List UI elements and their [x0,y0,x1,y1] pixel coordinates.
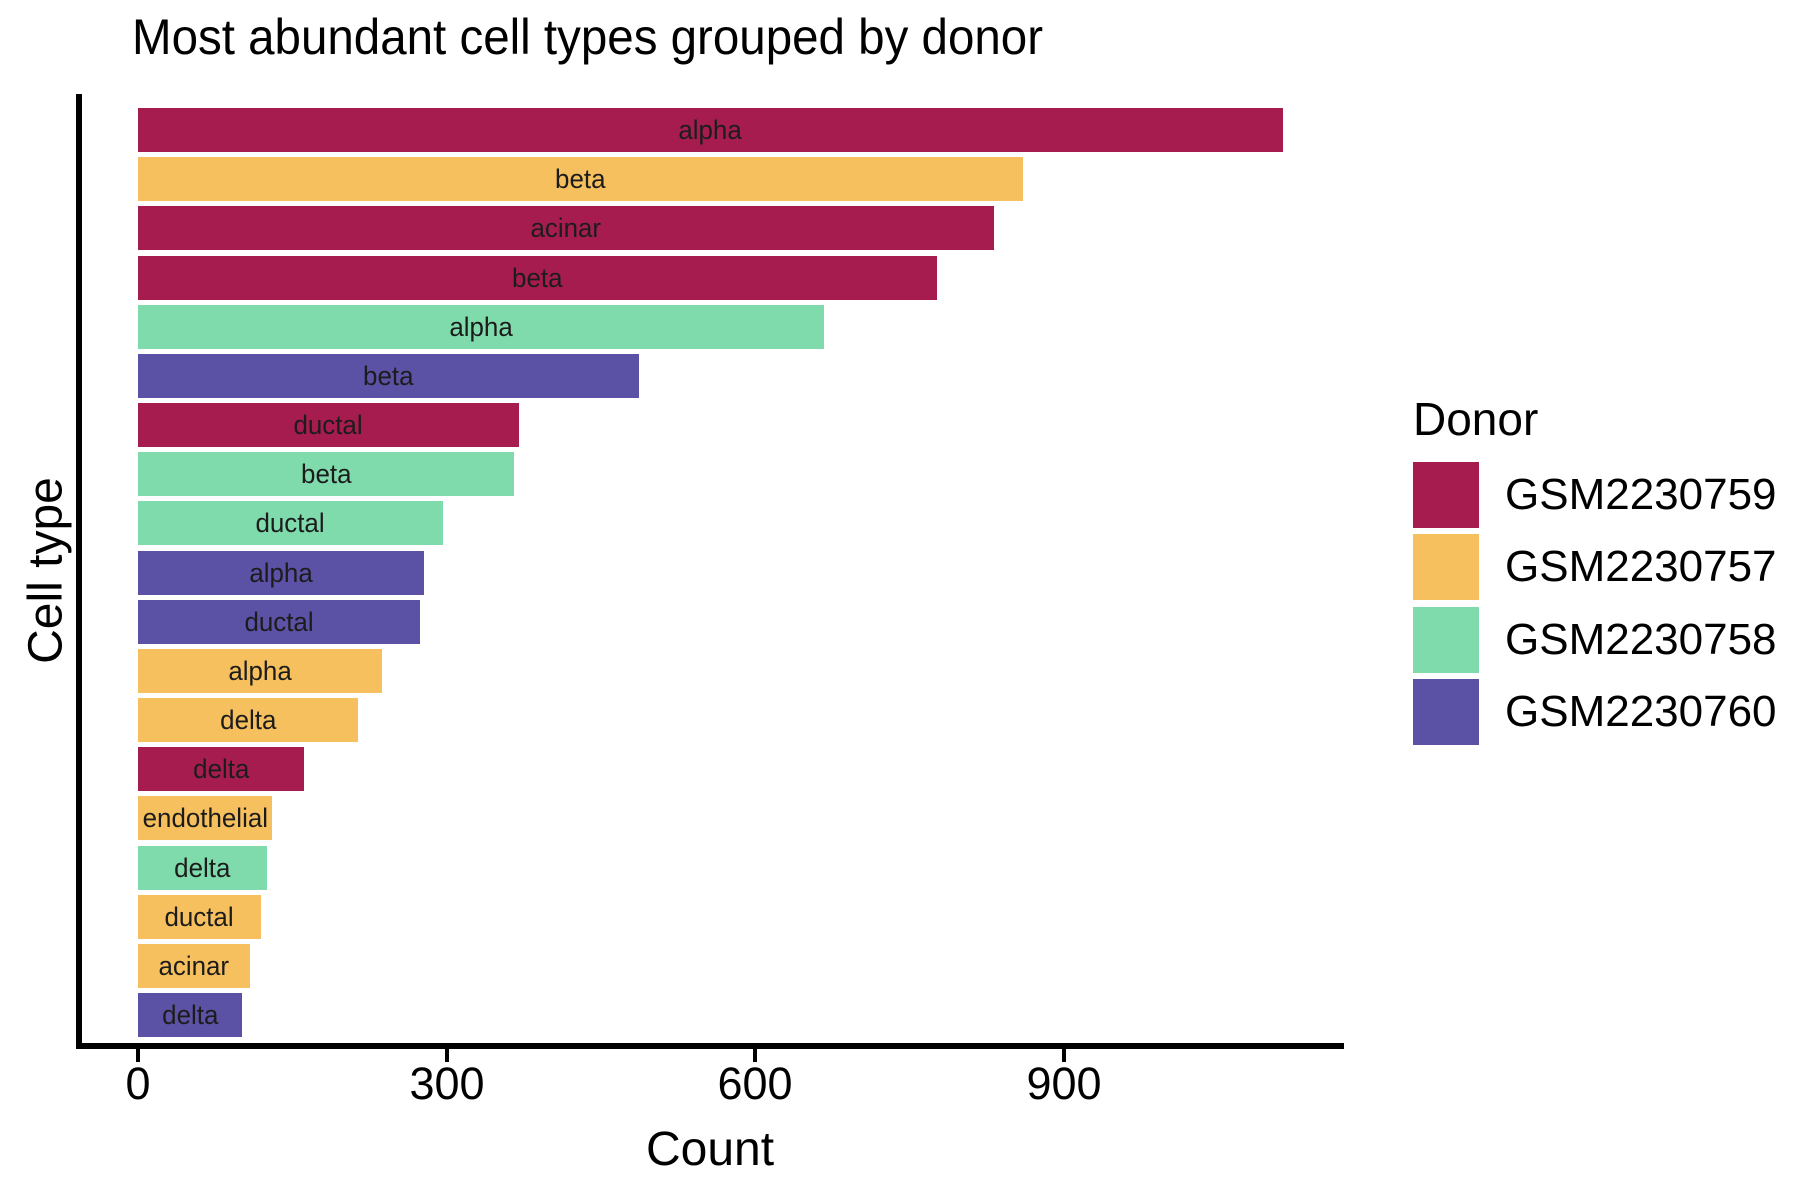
bar-ductal-GSM2230759: ductal [138,403,519,447]
x-axis-line [76,1043,1344,1049]
bar-label: acinar [530,212,602,243]
bar-ductal-GSM2230758: ductal [138,501,443,545]
chart-title: Most abundant cell types grouped by dono… [132,9,1044,65]
x-tick [136,1049,140,1062]
bar-alpha-GSM2230758: alpha [138,305,824,349]
legend-swatch-GSM2230760 [1413,679,1479,745]
bar-label: alpha [449,311,513,342]
x-tick [1062,1049,1066,1062]
legend-swatch-GSM2230757 [1413,534,1479,600]
bar-label: alpha [678,114,743,145]
bar-acinar-GSM2230757: acinar [138,944,250,988]
bar-delta-GSM2230757: delta [138,698,358,742]
bar-label: endothelial [142,802,268,833]
bar-label: ductal [164,901,235,932]
x-tick-label: 900 [1026,1058,1102,1109]
x-axis-label: Count [645,1123,775,1176]
bar-delta-GSM2230758: delta [138,846,267,890]
legend-label: GSM2230758 [1505,615,1777,664]
bar-acinar-GSM2230759: acinar [138,206,994,250]
y-axis-label: Cell type [19,477,73,664]
x-tick-label: 600 [717,1058,793,1109]
x-tick [445,1049,449,1062]
bar-label: ductal [293,409,364,440]
legend-label: GSM2230760 [1505,687,1777,736]
bar-ductal-GSM2230760: ductal [138,600,420,644]
bar-ductal-GSM2230757: ductal [138,895,261,939]
bar-alpha-GSM2230759: alpha [138,108,1283,152]
legend-title: Donor [1413,393,1539,445]
bar-label: alpha [228,655,292,686]
bar-label: delta [219,704,277,735]
bar-beta-GSM2230760: beta [138,354,639,398]
bar-label: delta [161,999,219,1030]
x-tick [753,1049,757,1062]
bar-label: beta [363,360,414,391]
legend-swatch-GSM2230759 [1413,462,1479,528]
y-axis-line [76,94,82,1048]
legend-label: GSM2230759 [1505,470,1777,519]
x-tick-label: 0 [125,1058,151,1109]
bar-label: acinar [158,950,230,981]
legend-label: GSM2230757 [1505,542,1777,591]
bar-label: ductal [244,606,314,637]
bar-label: delta [174,852,231,883]
bar-delta-GSM2230759: delta [138,747,304,791]
bar-label: ductal [255,507,326,538]
bar-endothelial-GSM2230757: endothelial [138,796,272,840]
bar-label: beta [512,262,563,293]
bar-label: beta [300,458,352,489]
bar-beta-GSM2230757: beta [138,157,1023,201]
bar-label: alpha [249,557,313,588]
bar-beta-GSM2230759: beta [138,256,937,300]
bar-beta-GSM2230758: beta [138,452,514,496]
bar-label: beta [555,163,606,194]
legend-swatch-GSM2230758 [1413,607,1479,673]
bar-label: delta [192,753,250,784]
bar-delta-GSM2230760: delta [138,993,242,1037]
bar-alpha-GSM2230760: alpha [138,551,424,595]
x-tick-label: 300 [409,1058,485,1109]
bar-alpha-GSM2230757: alpha [138,649,382,693]
